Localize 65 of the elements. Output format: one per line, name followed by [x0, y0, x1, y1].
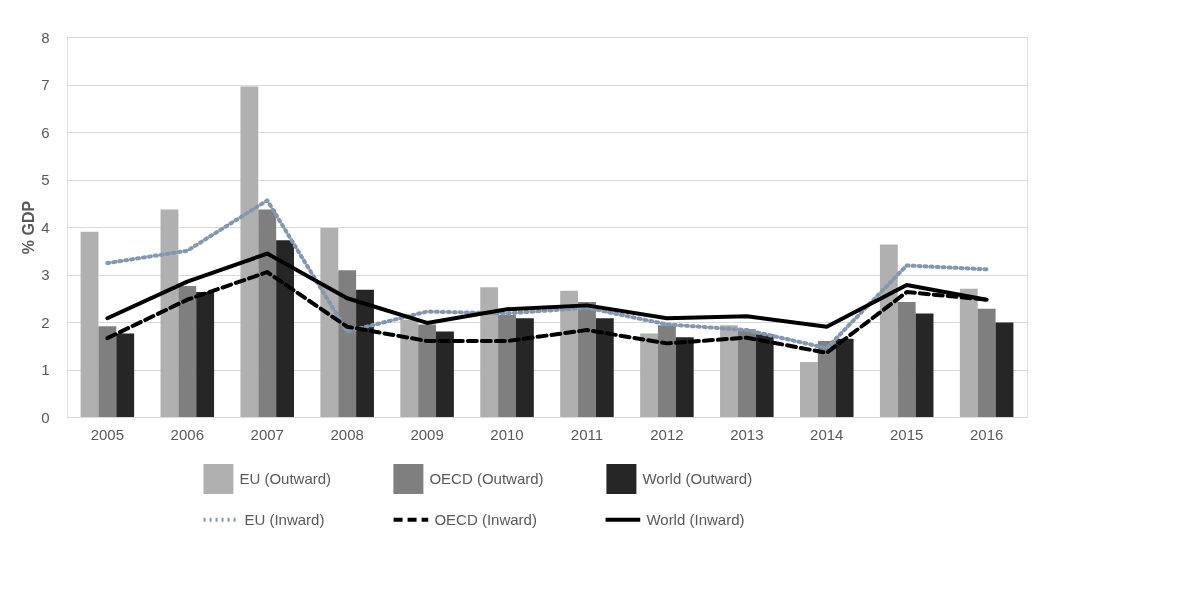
x-tick-label: 2010 — [490, 425, 524, 443]
bar — [915, 313, 934, 417]
bar — [196, 292, 215, 417]
bar — [356, 289, 374, 417]
bar — [755, 334, 774, 417]
bar — [498, 314, 516, 417]
legend-label: World (Outward) — [642, 470, 753, 487]
bar — [240, 86, 259, 417]
y-axis-title: % GDP — [20, 200, 38, 255]
x-tick-label: 2016 — [969, 425, 1004, 443]
y-tick-label: 4 — [41, 218, 50, 236]
bar — [737, 329, 756, 417]
bar — [258, 209, 277, 417]
legend-label: EU (Outward) — [239, 470, 332, 487]
bar — [640, 333, 658, 417]
bar — [320, 227, 339, 417]
bar — [276, 240, 295, 417]
bar — [480, 287, 499, 417]
bar — [400, 319, 419, 417]
y-tick-label: 2 — [41, 313, 50, 331]
y-tick-label: 6 — [41, 123, 50, 141]
bar — [338, 270, 357, 417]
legend-label: OECD (Outward) — [429, 470, 544, 487]
x-tick-label: 2008 — [330, 425, 364, 443]
bar — [977, 308, 996, 417]
bar — [835, 338, 854, 417]
bar — [959, 288, 978, 417]
y-tick-label: 0 — [41, 408, 50, 426]
bar — [578, 302, 596, 417]
x-tick-label: 2009 — [410, 425, 444, 443]
x-tick-label: 2013 — [730, 425, 764, 443]
y-tick-label: 1 — [41, 361, 50, 378]
bar — [995, 322, 1014, 417]
bar — [515, 318, 534, 417]
bar — [817, 341, 836, 417]
bar — [98, 326, 117, 417]
bar — [879, 244, 898, 417]
y-tick-label: 8 — [41, 28, 50, 46]
y-tick-label: 7 — [41, 76, 50, 93]
bar — [160, 209, 179, 417]
bar — [80, 231, 99, 417]
bar — [418, 324, 437, 417]
x-tick-label: 2014 — [810, 425, 844, 443]
bar — [720, 325, 738, 417]
bar — [657, 325, 676, 417]
x-tick-label: 2005 — [90, 425, 125, 443]
legend-label: OECD (Inward) — [434, 510, 537, 528]
bar — [560, 290, 579, 417]
bar — [675, 337, 694, 417]
legend-label: EU (Inward) — [244, 510, 325, 528]
x-tick-label: 2015 — [890, 425, 924, 443]
bar — [799, 361, 818, 417]
y-tick-label: 5 — [41, 171, 50, 188]
bar — [897, 302, 916, 417]
x-tick-label: 2006 — [170, 425, 204, 443]
x-tick-label: 2007 — [250, 425, 284, 443]
line-series — [105, 198, 989, 351]
x-tick-label: 2011 — [570, 425, 604, 443]
bar — [436, 331, 454, 417]
legend-label: World (Inward) — [646, 510, 745, 528]
bar — [116, 333, 135, 417]
y-tick-label: 3 — [41, 266, 50, 283]
bar — [595, 318, 614, 417]
bar — [178, 285, 197, 417]
x-tick-label: 2012 — [650, 425, 684, 443]
